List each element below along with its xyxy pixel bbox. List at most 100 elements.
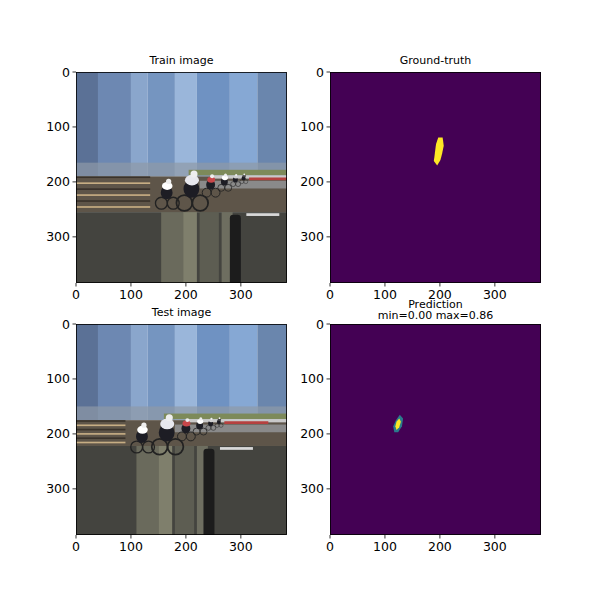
sign xyxy=(220,447,253,450)
helmet xyxy=(243,174,245,176)
x-tick xyxy=(439,535,440,539)
x-tick xyxy=(439,283,440,287)
sky-stripe xyxy=(147,72,174,176)
y-tick xyxy=(327,433,331,434)
sky-stripe xyxy=(131,72,147,176)
road xyxy=(76,212,287,283)
band-line xyxy=(76,424,125,426)
x-tick-label: 200 xyxy=(428,539,452,554)
plot-area xyxy=(76,324,287,535)
y-tick xyxy=(327,488,331,489)
sign xyxy=(246,213,279,216)
x-tick-label: 0 xyxy=(326,287,334,302)
x-tick xyxy=(384,283,385,287)
dark-bar xyxy=(230,215,241,283)
x-tick-label: 200 xyxy=(174,539,198,554)
y-tick xyxy=(73,324,77,325)
y-tick-label: 200 xyxy=(300,174,324,189)
frame xyxy=(77,325,287,535)
title: Ground-truth xyxy=(400,54,472,67)
y-tick xyxy=(327,126,331,127)
x-tick xyxy=(240,283,241,287)
band-line xyxy=(76,176,150,178)
y-tick-label: 200 xyxy=(46,426,70,441)
helmet xyxy=(166,414,173,421)
road-streak xyxy=(200,212,219,283)
trees xyxy=(189,170,287,175)
x-tick-label: 300 xyxy=(483,287,507,302)
sky-stripe xyxy=(257,324,287,420)
title-line: Ground-truth xyxy=(400,54,472,67)
band-line xyxy=(76,182,150,184)
x-tick xyxy=(185,283,186,287)
y-tick-label: 0 xyxy=(62,65,70,80)
x-tick xyxy=(76,535,77,539)
y-tick xyxy=(327,181,331,182)
y-tick xyxy=(73,236,77,237)
sky-stripe xyxy=(175,324,197,420)
road-streak xyxy=(161,212,183,283)
band-line xyxy=(76,194,150,196)
y-tick-label: 300 xyxy=(46,229,70,244)
y-tick-label: 200 xyxy=(300,426,324,441)
figure: 0 100 200 300 0 100 200 300 Train image 0 100 200 30… xyxy=(0,0,600,600)
x-tick xyxy=(494,283,495,287)
x-tick xyxy=(330,283,331,287)
sky-stripe xyxy=(98,72,131,176)
helmet xyxy=(219,417,221,419)
band-line xyxy=(76,420,125,422)
y-tick-label: 0 xyxy=(62,317,70,332)
sky-stripe xyxy=(76,324,98,420)
y-tick xyxy=(327,378,331,379)
plot-area xyxy=(330,324,541,535)
y-tick xyxy=(73,433,77,434)
x-tick xyxy=(494,535,495,539)
photo xyxy=(76,72,287,283)
x-tick xyxy=(384,535,385,539)
helmet xyxy=(185,418,189,422)
y-tick-label: 300 xyxy=(46,481,70,496)
mask-region xyxy=(434,137,444,165)
x-tick-label: 200 xyxy=(174,287,198,302)
band-line xyxy=(76,437,125,439)
sky-stripe xyxy=(98,324,131,420)
sky-stripe xyxy=(131,324,147,420)
sky-stripe xyxy=(230,324,257,420)
sky-stripe xyxy=(175,72,197,176)
helmet xyxy=(210,174,214,178)
x-tick-label: 100 xyxy=(373,287,397,302)
sky-stripe xyxy=(230,72,257,176)
y-tick-label: 0 xyxy=(316,317,324,332)
y-tick-label: 100 xyxy=(46,119,70,134)
band-line xyxy=(76,200,150,202)
trees xyxy=(164,414,287,419)
plot-area xyxy=(76,72,287,283)
sky-stripe xyxy=(76,72,98,176)
helmet xyxy=(141,423,146,428)
x-tick-label: 100 xyxy=(119,287,143,302)
x-tick xyxy=(130,283,131,287)
mask-background xyxy=(330,324,541,535)
x-tick-label: 0 xyxy=(72,287,80,302)
x-tick-label: 300 xyxy=(229,539,253,554)
band-line xyxy=(76,429,125,431)
sky-stripe xyxy=(197,324,230,420)
helmet xyxy=(224,174,227,177)
y-tick-label: 200 xyxy=(46,174,70,189)
x-tick xyxy=(185,535,186,539)
photo xyxy=(76,324,287,535)
band-line xyxy=(76,206,150,208)
band-line xyxy=(76,442,125,444)
track-red xyxy=(249,178,287,181)
road xyxy=(76,446,287,535)
y-tick xyxy=(73,72,77,73)
mask-region xyxy=(393,415,403,433)
frame xyxy=(331,73,541,283)
mask-region xyxy=(395,419,400,431)
helmet xyxy=(199,417,202,420)
y-tick-label: 100 xyxy=(46,371,70,386)
y-tick-label: 100 xyxy=(300,371,324,386)
title: Train image xyxy=(148,54,213,67)
y-tick xyxy=(73,488,77,489)
wheel xyxy=(219,423,223,427)
